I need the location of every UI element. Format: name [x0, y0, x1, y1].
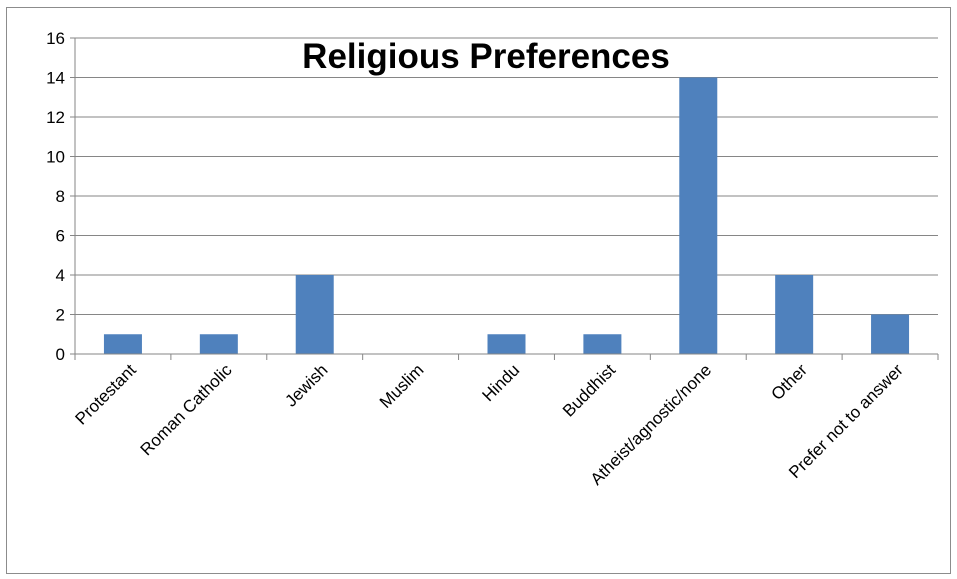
bar-buddhist: [583, 334, 622, 354]
bar-roman-catholic: [199, 334, 238, 354]
bars: [103, 77, 910, 354]
bar-atheist-agnostic-none: [679, 77, 718, 354]
y-tick-label: 4: [56, 266, 65, 285]
bar-protestant: [103, 334, 142, 354]
bar-other: [775, 275, 814, 354]
bar-prefer-not-to-answer: [871, 314, 910, 354]
bar-jewish: [295, 275, 334, 354]
y-tick-labels: 0 2 4 6 8 10 12 14 16: [46, 29, 65, 364]
gridlines: [75, 37, 938, 315]
y-tick-label: 14: [46, 69, 65, 88]
x-tick-label: Muslim: [376, 360, 428, 412]
y-tick-label: 2: [56, 306, 65, 325]
bar-hindu: [487, 334, 526, 354]
y-tick-label: 6: [56, 227, 65, 246]
y-tick-label: 16: [46, 29, 65, 48]
y-tick-label: 8: [56, 187, 65, 206]
x-tick-label: Protestant: [72, 360, 140, 428]
y-tick-label: 12: [46, 108, 65, 127]
chart-title: Religious Preferences: [302, 37, 670, 76]
y-tick-label: 10: [46, 148, 65, 167]
x-tick-label: Buddhist: [559, 360, 619, 420]
x-tick-label: Roman Catholic: [137, 360, 236, 459]
x-tick-label: Jewish: [281, 360, 331, 410]
y-tick-label: 0: [56, 345, 65, 364]
x-tick-label: Other: [767, 360, 811, 404]
axes: [70, 37, 939, 360]
x-tick-label: Hindu: [478, 360, 523, 405]
